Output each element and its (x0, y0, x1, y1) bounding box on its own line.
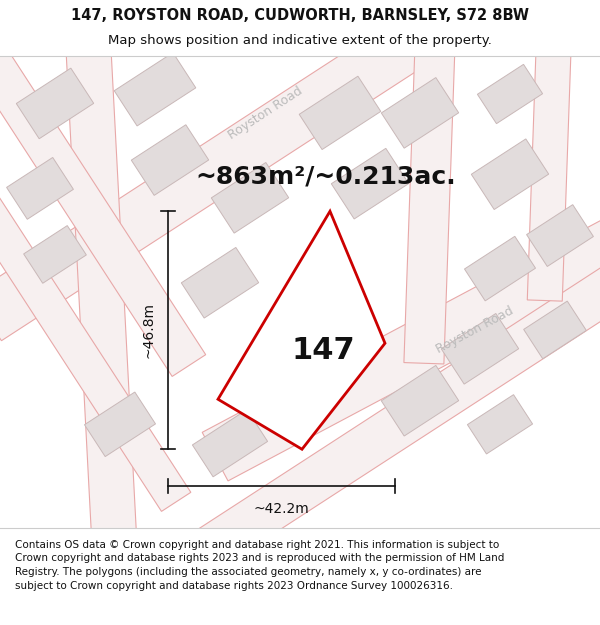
Polygon shape (0, 0, 589, 341)
Text: 147: 147 (292, 336, 356, 365)
Polygon shape (131, 125, 209, 196)
Text: Royston Road: Royston Road (434, 304, 516, 356)
Polygon shape (299, 76, 381, 149)
Text: 147, ROYSTON ROAD, CUDWORTH, BARNSLEY, S72 8BW: 147, ROYSTON ROAD, CUDWORTH, BARNSLEY, S… (71, 8, 529, 22)
Polygon shape (193, 409, 268, 477)
Text: ~46.8m: ~46.8m (142, 302, 156, 358)
Polygon shape (271, 294, 349, 365)
Polygon shape (382, 366, 458, 436)
Polygon shape (23, 226, 86, 283)
Polygon shape (7, 158, 73, 219)
Polygon shape (467, 394, 533, 454)
Polygon shape (404, 12, 456, 364)
Polygon shape (382, 78, 458, 148)
Polygon shape (478, 64, 542, 124)
Polygon shape (331, 148, 409, 219)
Polygon shape (202, 151, 600, 481)
Polygon shape (524, 301, 586, 359)
Text: Royston Road: Royston Road (226, 84, 304, 142)
Polygon shape (0, 73, 191, 511)
Polygon shape (44, 248, 600, 625)
Text: ~863m²/~0.213ac.: ~863m²/~0.213ac. (195, 164, 455, 188)
Polygon shape (181, 248, 259, 318)
Polygon shape (114, 52, 196, 126)
Text: Contains OS data © Crown copyright and database right 2021. This information is : Contains OS data © Crown copyright and d… (15, 540, 505, 591)
Text: ~42.2m: ~42.2m (254, 503, 310, 516)
Polygon shape (464, 236, 536, 301)
Polygon shape (218, 211, 385, 449)
Polygon shape (0, 19, 206, 376)
Polygon shape (527, 0, 573, 301)
Polygon shape (85, 392, 155, 457)
Polygon shape (62, 0, 138, 569)
Polygon shape (211, 162, 289, 233)
Polygon shape (442, 314, 518, 384)
Polygon shape (527, 204, 593, 266)
Polygon shape (16, 68, 94, 139)
Text: Map shows position and indicative extent of the property.: Map shows position and indicative extent… (108, 34, 492, 47)
Polygon shape (472, 139, 548, 209)
